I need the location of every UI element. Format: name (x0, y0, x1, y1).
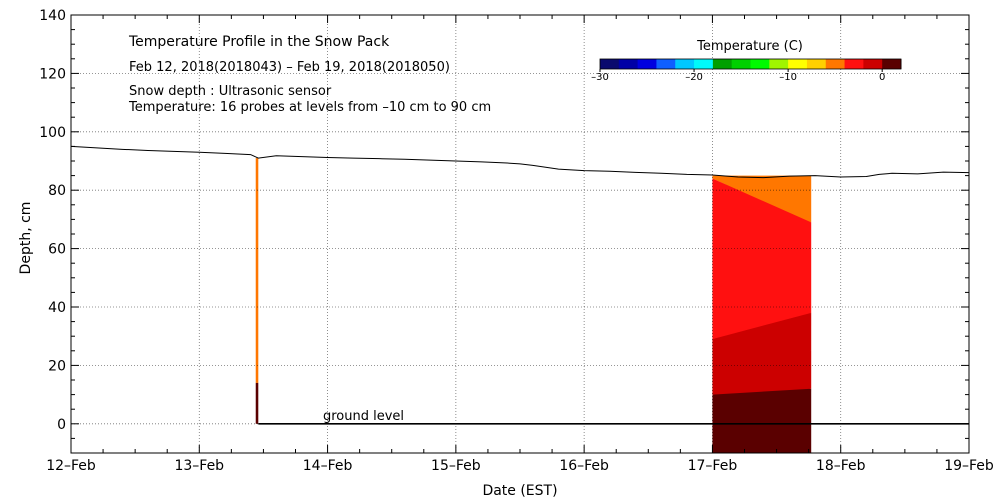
colorbar-swatch (806, 59, 827, 69)
colorbar-title: Temperature (C) (696, 39, 803, 54)
x-tick-label: 16–Feb (559, 458, 609, 474)
y-tick-label: 80 (48, 183, 66, 199)
annotation-snow-depth: Snow depth : Ultrasonic sensor (129, 84, 332, 99)
chart-subtitle: Feb 12, 2018(2018043) – Feb 19, 2018(201… (129, 60, 450, 75)
snow-depth-line (70, 145, 970, 179)
snow-depth-layer (70, 145, 970, 425)
x-tick-label: 13–Feb (174, 458, 224, 474)
colorbar-swatch (712, 59, 733, 69)
colorbar-swatch (637, 59, 657, 69)
colorbar-tick-label: 0 (879, 72, 885, 83)
y-tick-label: 60 (48, 242, 66, 258)
axis-ticks: 12–Feb 13–Feb 14–Feb 15–Feb 16–Feb 17–Feb 18–F… (39, 8, 994, 474)
chart-title: Temperature Profile in the Snow Pack (128, 34, 390, 50)
temperature-band (712, 175, 812, 223)
y-axis-title: Depth, cm (18, 202, 34, 275)
x-axis-title: Date (EST) (482, 483, 557, 499)
plot-border (70, 14, 970, 454)
colorbar-swatch (769, 59, 789, 69)
colorbar-swatch (694, 59, 714, 69)
x-tick-label: 18–Feb (816, 458, 866, 474)
y-tick-label: 40 (48, 300, 66, 316)
temperature-band (255, 382, 259, 424)
colorbar-swatch (844, 59, 864, 69)
colorbar-tick-label: –20 (685, 72, 703, 83)
y-tick-label: 0 (57, 417, 66, 433)
grid-lines (71, 15, 969, 453)
colorbar-tick-label: –10 (779, 72, 797, 83)
x-tick-label: 17–Feb (688, 458, 738, 474)
temperature-band (712, 388, 812, 453)
y-tick-label: 120 (39, 66, 66, 82)
x-tick-label: 12–Feb (46, 458, 96, 474)
colorbar-swatch (825, 59, 846, 69)
temperature-band (255, 158, 259, 383)
colorbar-swatch (731, 59, 751, 69)
plot-area (255, 158, 812, 453)
ground-level-label: ground level (323, 409, 404, 424)
colorbar: Temperature (C) –30 –20 –10 0 (591, 39, 902, 83)
y-tick-label: 140 (39, 8, 66, 24)
colorbar-border (599, 58, 902, 70)
temperature-band (712, 350, 812, 397)
x-tick-label: 19–Feb (944, 458, 994, 474)
colorbar-swatch (750, 59, 770, 69)
colorbar-swatch (788, 59, 808, 69)
colorbar-tick-label: –30 (591, 72, 609, 83)
plot-frame (70, 14, 970, 454)
y-tick-label: 20 (48, 358, 66, 374)
colorbar-swatch (600, 59, 620, 69)
colorbar-swatch (656, 59, 676, 69)
colorbar-swatch (882, 59, 902, 69)
x-tick-label: 15–Feb (431, 458, 481, 474)
colorbar-swatch (863, 59, 883, 69)
colorbar-swatch (618, 59, 639, 69)
colorbar-swatch (675, 59, 695, 69)
y-tick-label: 100 (39, 125, 66, 141)
annotation-temperature-probes: Temperature: 16 probes at levels from –1… (128, 100, 491, 115)
temperature-band (712, 178, 812, 340)
x-tick-label: 14–Feb (303, 458, 353, 474)
